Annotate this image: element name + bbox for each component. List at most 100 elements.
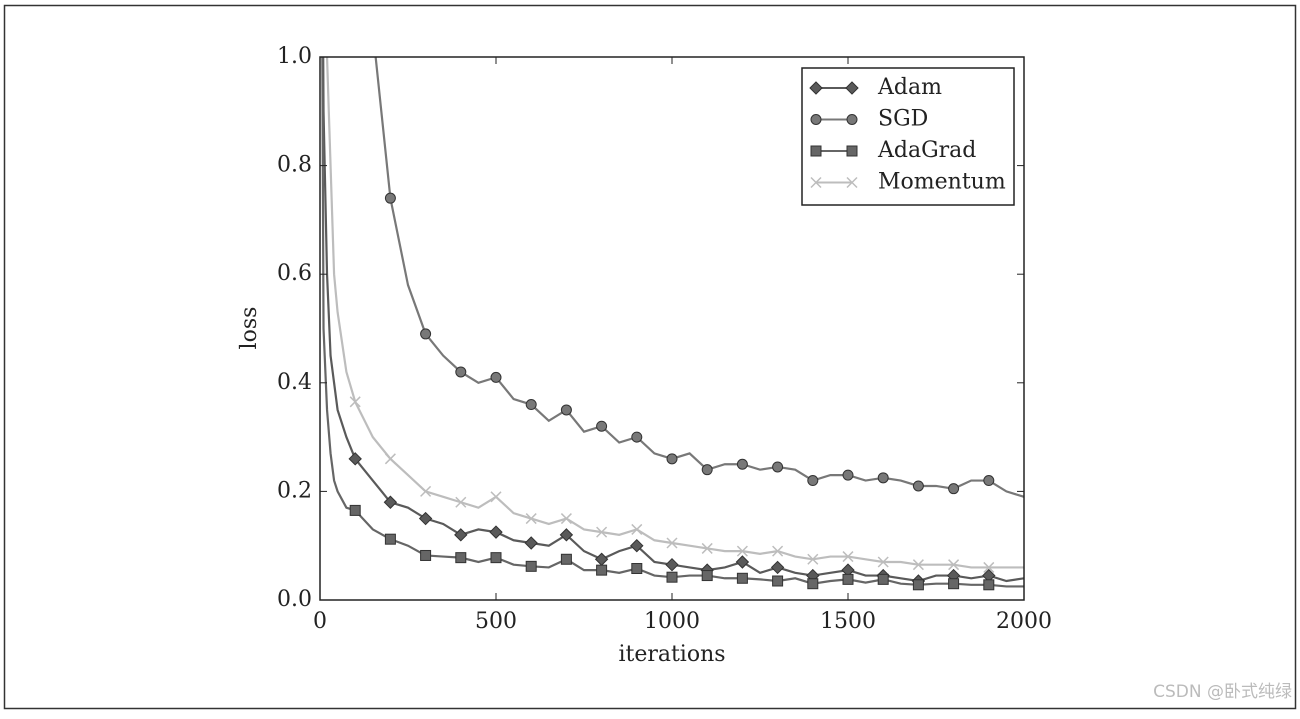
marker	[912, 559, 924, 571]
marker	[383, 495, 398, 509]
marker	[455, 552, 467, 564]
plot-area	[321, 57, 1024, 591]
marker	[912, 480, 924, 492]
marker	[846, 176, 858, 189]
marker	[772, 545, 784, 557]
marker	[525, 513, 537, 525]
marker	[842, 551, 854, 563]
marker	[560, 404, 572, 416]
marker	[948, 559, 960, 571]
marker	[810, 176, 822, 189]
marker	[666, 453, 678, 465]
marker	[666, 537, 678, 549]
marker	[560, 513, 572, 525]
marker	[912, 579, 924, 591]
marker	[490, 371, 502, 383]
marker	[772, 461, 784, 473]
marker	[807, 578, 819, 590]
x-tick-label: 1500	[820, 609, 876, 634]
marker	[631, 563, 643, 575]
legend-label: Adam	[877, 75, 942, 100]
marker	[807, 475, 819, 487]
marker	[735, 555, 750, 569]
marker	[877, 573, 889, 585]
y-tick-label: 0.8	[277, 153, 312, 178]
marker	[596, 526, 608, 538]
marker	[665, 557, 679, 572]
marker	[846, 145, 858, 157]
series-line	[374, 57, 1024, 498]
frame	[3, 4, 1297, 710]
series-line	[322, 57, 1024, 583]
x-tick-label: 500	[475, 609, 517, 634]
marker	[983, 475, 995, 487]
y-tick-label: 0.2	[277, 478, 312, 503]
watermark: CSDN @卧式纯绿	[1153, 682, 1292, 702]
marker	[877, 556, 889, 568]
marker	[631, 431, 643, 443]
marker	[736, 572, 748, 584]
series-line	[321, 57, 1024, 588]
marker	[490, 552, 502, 564]
marker	[384, 533, 396, 545]
marker	[524, 536, 538, 550]
marker	[349, 396, 361, 408]
y-tick-label: 1.0	[277, 44, 312, 69]
marker	[631, 523, 643, 535]
marker	[454, 528, 468, 542]
marker	[349, 504, 361, 516]
marker	[418, 511, 433, 526]
marker	[845, 81, 859, 95]
marker	[596, 564, 608, 576]
y-tick-label: 0.0	[277, 587, 312, 612]
marker	[983, 579, 995, 591]
marker	[489, 525, 503, 539]
marker	[842, 573, 854, 585]
y-tick-label: 0.4	[277, 370, 312, 395]
marker	[772, 575, 784, 587]
marker	[666, 571, 678, 583]
marker	[560, 553, 572, 565]
marker	[525, 560, 537, 572]
x-tick-label: 1000	[644, 609, 700, 634]
x-tick-label: 0	[313, 609, 327, 634]
marker	[559, 528, 574, 542]
marker	[630, 538, 644, 553]
marker	[420, 549, 432, 561]
x-tick-label: 2000	[996, 609, 1052, 634]
marker	[807, 553, 819, 565]
marker	[846, 114, 858, 125]
legend-label: Momentum	[878, 170, 1006, 195]
marker	[736, 545, 748, 557]
marker	[701, 464, 713, 476]
marker	[948, 578, 960, 590]
legend-label: AdaGrad	[877, 138, 976, 163]
marker	[810, 145, 822, 157]
marker	[384, 453, 396, 465]
marker	[701, 542, 713, 554]
series-line	[325, 57, 1024, 569]
marker	[594, 552, 609, 566]
marker	[348, 452, 362, 466]
y-tick-label: 0.6	[277, 261, 312, 286]
x-axis-label: iterations	[618, 642, 725, 667]
marker	[809, 81, 823, 95]
marker	[420, 485, 432, 497]
marker	[455, 366, 467, 378]
y-axis-label: loss	[237, 307, 262, 350]
marker	[525, 399, 537, 411]
marker	[455, 496, 467, 508]
marker	[596, 420, 608, 432]
marker	[770, 560, 785, 575]
legend-label: SGD	[878, 107, 928, 132]
marker	[420, 328, 432, 340]
marker	[983, 561, 995, 573]
marker	[736, 458, 748, 470]
marker	[842, 469, 854, 481]
marker	[810, 114, 822, 125]
marker	[701, 570, 713, 582]
marker	[948, 483, 960, 495]
marker	[384, 192, 396, 204]
